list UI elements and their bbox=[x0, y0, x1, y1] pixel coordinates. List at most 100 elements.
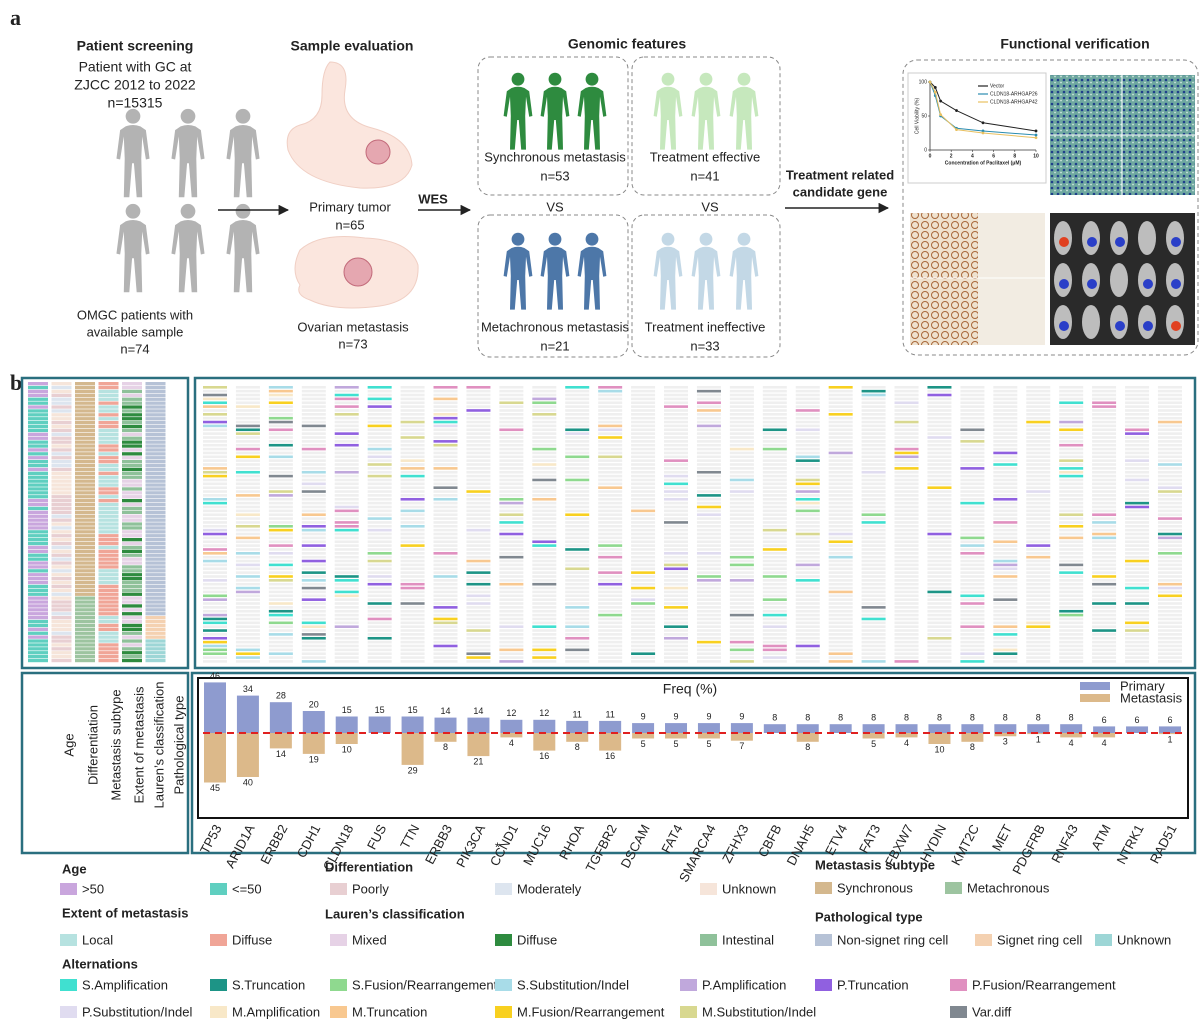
empty-cell bbox=[696, 621, 721, 625]
track-cell bbox=[122, 456, 142, 460]
empty-cell bbox=[1026, 524, 1051, 528]
alteration-cell bbox=[268, 455, 293, 459]
empty-cell bbox=[828, 494, 853, 497]
empty-cell bbox=[565, 579, 590, 582]
value-label: 16 bbox=[605, 751, 615, 761]
empty-cell bbox=[993, 644, 1018, 648]
alteration-cell bbox=[927, 486, 952, 489]
legend-label: Primary bbox=[1120, 678, 1165, 693]
track-cell bbox=[122, 401, 142, 405]
empty-cell bbox=[367, 521, 392, 524]
empty-cell bbox=[729, 609, 754, 613]
empty-cell bbox=[1059, 393, 1084, 397]
track-cell bbox=[122, 393, 142, 397]
empty-cell bbox=[433, 393, 458, 397]
empty-cell bbox=[960, 509, 985, 513]
empty-cell bbox=[499, 459, 524, 462]
empty-cell bbox=[960, 644, 985, 648]
empty-cell bbox=[696, 440, 721, 443]
empty-cell bbox=[1157, 440, 1182, 443]
empty-cell bbox=[1059, 629, 1084, 632]
empty-cell bbox=[664, 555, 689, 559]
alteration-cell bbox=[367, 397, 392, 401]
alteration-cell bbox=[334, 432, 359, 435]
empty-cell bbox=[993, 490, 1018, 493]
alteration-cell bbox=[367, 474, 392, 478]
empty-cell bbox=[466, 459, 491, 462]
empty-cell bbox=[400, 625, 425, 628]
alteration-cell bbox=[696, 494, 721, 497]
track-cell bbox=[28, 491, 48, 495]
empty-cell bbox=[861, 509, 886, 513]
track-cell bbox=[145, 522, 166, 526]
alteration-cell bbox=[400, 436, 425, 439]
alteration-cell bbox=[301, 571, 326, 574]
empty-cell bbox=[631, 443, 656, 447]
empty-cell bbox=[1157, 544, 1182, 547]
track-cell bbox=[51, 518, 72, 522]
empty-cell bbox=[466, 586, 491, 590]
bar bbox=[368, 716, 391, 733]
empty-cell bbox=[795, 405, 820, 408]
empty-cell bbox=[532, 598, 557, 601]
empty-cell bbox=[993, 609, 1018, 613]
empty-cell bbox=[301, 521, 326, 524]
track-cell bbox=[122, 436, 142, 440]
empty-cell bbox=[565, 521, 590, 524]
track-cell bbox=[122, 421, 142, 425]
alteration-cell bbox=[203, 397, 227, 401]
alteration-cell bbox=[1059, 474, 1084, 478]
track-cell bbox=[122, 389, 142, 394]
alteration-cell bbox=[1092, 532, 1117, 536]
track-cell bbox=[51, 545, 72, 550]
empty-cell bbox=[598, 413, 623, 416]
empty-cell bbox=[927, 652, 952, 656]
empty-cell bbox=[565, 582, 590, 586]
empty-cell bbox=[466, 478, 491, 482]
panel-label: a bbox=[10, 5, 21, 30]
track-cell bbox=[75, 522, 95, 526]
empty-cell bbox=[894, 606, 919, 609]
empty-cell bbox=[1092, 420, 1117, 424]
empty-cell bbox=[960, 563, 985, 567]
empty-cell bbox=[664, 598, 689, 601]
track-cell bbox=[145, 580, 166, 585]
empty-cell bbox=[367, 621, 392, 625]
empty-cell bbox=[960, 548, 985, 551]
empty-cell bbox=[1157, 648, 1182, 652]
empty-cell bbox=[565, 540, 590, 544]
empty-cell bbox=[598, 505, 623, 509]
empty-cell bbox=[1092, 567, 1117, 571]
alteration-cell bbox=[927, 386, 952, 389]
track-cell bbox=[51, 401, 72, 405]
x-tick-label: 8 bbox=[1013, 153, 1016, 159]
alteration-cell bbox=[499, 648, 524, 652]
empty-cell bbox=[1059, 617, 1084, 621]
empty-cell bbox=[1125, 548, 1150, 551]
track-cell bbox=[122, 467, 142, 472]
empty-cell bbox=[499, 509, 524, 513]
empty-cell bbox=[235, 636, 260, 640]
empty-cell bbox=[532, 517, 557, 520]
track-cell bbox=[28, 467, 48, 472]
empty-cell bbox=[301, 416, 326, 420]
empty-cell bbox=[729, 463, 754, 466]
alteration-cell bbox=[268, 552, 293, 555]
empty-cell bbox=[598, 656, 623, 659]
empty-cell bbox=[400, 594, 425, 598]
bar bbox=[599, 720, 622, 733]
empty-cell bbox=[1092, 656, 1117, 659]
empty-cell bbox=[729, 482, 754, 486]
stomach-icon bbox=[286, 61, 413, 189]
empty-cell bbox=[729, 540, 754, 544]
empty-cell bbox=[696, 521, 721, 524]
track-cell bbox=[75, 608, 95, 612]
empty-cell bbox=[960, 455, 985, 459]
empty-cell bbox=[729, 459, 754, 462]
empty-cell bbox=[828, 594, 853, 598]
empty-cell bbox=[565, 393, 590, 397]
track-cell bbox=[51, 448, 72, 452]
empty-cell bbox=[993, 482, 1018, 486]
empty-cell bbox=[696, 490, 721, 493]
empty-cell bbox=[1125, 660, 1150, 663]
